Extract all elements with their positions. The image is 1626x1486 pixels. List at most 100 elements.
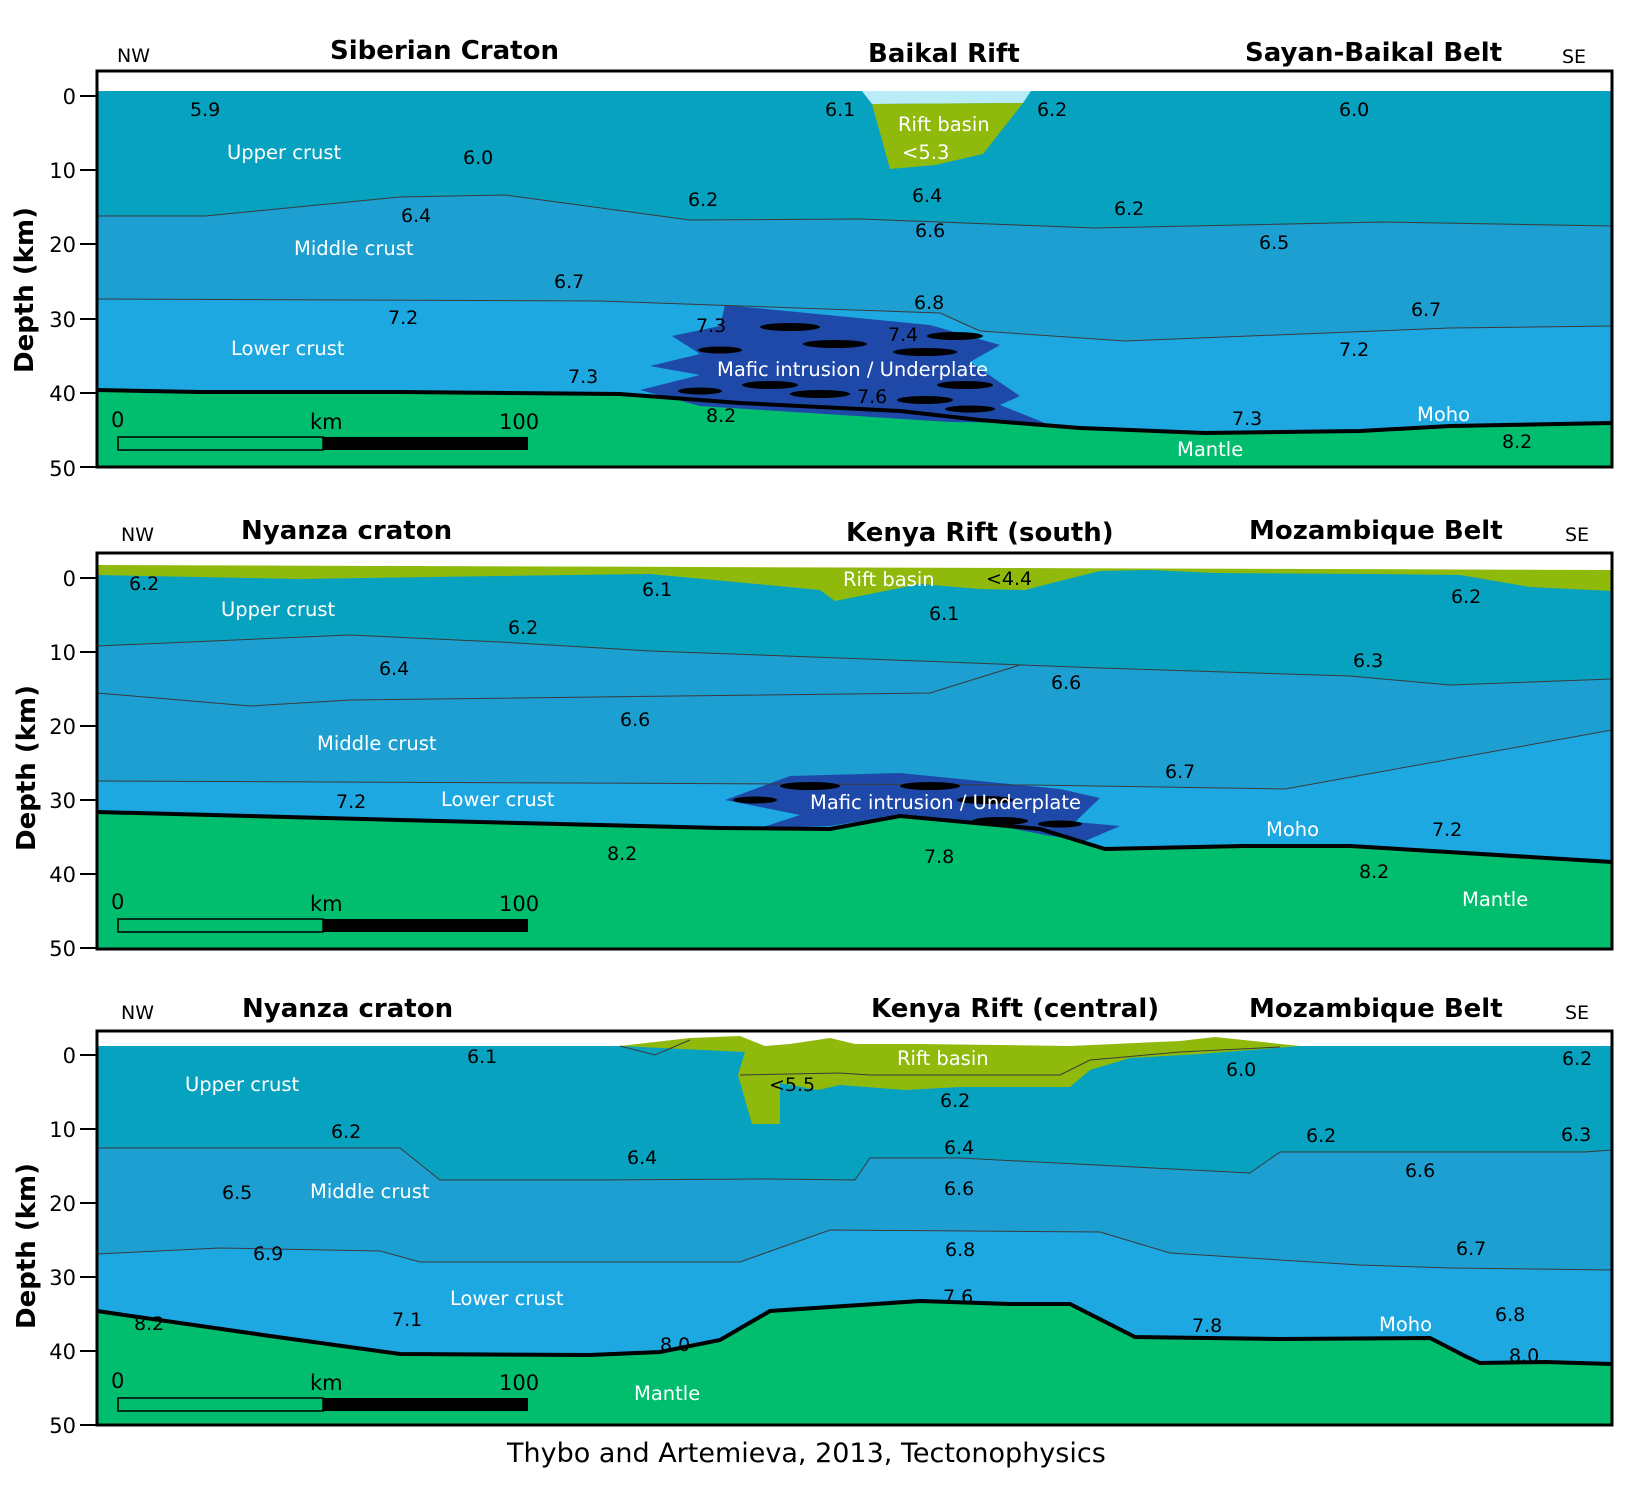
svg-text:6.7: 6.7 bbox=[1411, 299, 1441, 321]
label-basin-velocity: <5.3 bbox=[902, 141, 949, 164]
label-upper-crust: Upper crust bbox=[221, 598, 335, 621]
svg-text:30: 30 bbox=[49, 1266, 76, 1290]
y-axis-label: Depth (km) bbox=[10, 207, 40, 373]
middle-crust-layer bbox=[97, 195, 1612, 341]
svg-text:30: 30 bbox=[49, 308, 76, 332]
svg-text:7.3: 7.3 bbox=[568, 366, 598, 388]
label-rift-basin: Rift basin bbox=[897, 1047, 989, 1070]
svg-text:8.0: 8.0 bbox=[660, 1334, 690, 1356]
velocity-labels: 5.9 6.0 6.1 6.2 6.0 6.4 6.2 6.4 6.2 6.6 … bbox=[190, 99, 1532, 453]
svg-text:7.6: 7.6 bbox=[857, 386, 887, 408]
panel-title-center: Kenya Rift (south) bbox=[846, 518, 1114, 548]
panel-title-right: Mozambique Belt bbox=[1249, 994, 1503, 1024]
svg-text:6.8: 6.8 bbox=[945, 1239, 975, 1261]
label-basin-velocity: <4.4 bbox=[986, 568, 1032, 590]
svg-text:6.1: 6.1 bbox=[467, 1046, 497, 1068]
svg-text:50: 50 bbox=[49, 937, 76, 961]
svg-text:7.2: 7.2 bbox=[336, 791, 366, 813]
svg-text:6.6: 6.6 bbox=[1051, 672, 1081, 694]
svg-text:6.9: 6.9 bbox=[253, 1243, 283, 1265]
label-upper-crust: Upper crust bbox=[185, 1073, 299, 1096]
svg-text:30: 30 bbox=[49, 789, 76, 813]
panel-kenya-central: NW Nyanza craton Kenya Rift (central) Mo… bbox=[12, 994, 1614, 1438]
svg-text:5.9: 5.9 bbox=[190, 99, 220, 121]
svg-text:7.4: 7.4 bbox=[888, 324, 918, 346]
panel-title-left: Siberian Craton bbox=[330, 36, 559, 66]
moho-line bbox=[96, 388, 1613, 436]
y-axis-label: Depth (km) bbox=[12, 1163, 42, 1329]
svg-text:6.2: 6.2 bbox=[688, 189, 718, 211]
svg-text:6.1: 6.1 bbox=[642, 579, 672, 601]
svg-text:6.2: 6.2 bbox=[1562, 1048, 1592, 1070]
scale-bar-unit: km bbox=[310, 410, 343, 434]
svg-text:7.8: 7.8 bbox=[924, 846, 954, 868]
mafic-intrusion-fill bbox=[725, 773, 1120, 841]
se-label: SE bbox=[1565, 524, 1589, 546]
panel-title-left: Nyanza craton bbox=[242, 994, 453, 1024]
svg-text:6.6: 6.6 bbox=[620, 709, 650, 731]
label-mantle: Mantle bbox=[1462, 888, 1528, 911]
upper-crust-layer bbox=[97, 91, 1612, 228]
citation: Thybo and Artemieva, 2013, Tectonophysic… bbox=[506, 1438, 1106, 1469]
svg-text:20: 20 bbox=[49, 1192, 76, 1216]
svg-text:20: 20 bbox=[49, 233, 76, 257]
depth-ticks: 0 10 20 30 40 50 bbox=[49, 85, 97, 481]
svg-text:6.6: 6.6 bbox=[1405, 1160, 1435, 1182]
svg-text:6.8: 6.8 bbox=[1495, 1304, 1525, 1326]
moho-line bbox=[96, 1298, 1613, 1366]
svg-text:6.3: 6.3 bbox=[1561, 1124, 1591, 1146]
panel-baikal: NW Siberian Craton Baikal Rift Sayan-Bai… bbox=[10, 36, 1614, 481]
svg-text:6.6: 6.6 bbox=[944, 1178, 974, 1200]
svg-text:6.8: 6.8 bbox=[914, 292, 944, 314]
mantle-layer bbox=[97, 812, 1612, 949]
panel-title-left: Nyanza craton bbox=[241, 516, 452, 546]
y-axis-label: Depth (km) bbox=[12, 685, 42, 851]
svg-text:7.3: 7.3 bbox=[696, 315, 726, 337]
svg-text:8.2: 8.2 bbox=[607, 843, 637, 865]
svg-text:10: 10 bbox=[49, 159, 76, 183]
svg-text:0: 0 bbox=[63, 567, 76, 591]
svg-text:6.2: 6.2 bbox=[1306, 1125, 1336, 1147]
svg-text:6.3: 6.3 bbox=[1353, 650, 1383, 672]
svg-text:6.7: 6.7 bbox=[554, 271, 584, 293]
label-moho: Moho bbox=[1379, 1313, 1432, 1336]
svg-text:6.5: 6.5 bbox=[1259, 232, 1289, 254]
velocity-labels: 6.2 6.1 6.2 6.2 6.1 6.4 6.3 6.6 6.6 6.7 … bbox=[129, 573, 1481, 883]
mantle-layer bbox=[97, 1301, 1612, 1425]
label-moho: Moho bbox=[1266, 818, 1319, 841]
panel-title-center: Kenya Rift (central) bbox=[871, 994, 1159, 1024]
svg-text:6.2: 6.2 bbox=[1114, 198, 1144, 220]
scale-bar-end: 100 bbox=[499, 410, 539, 434]
svg-text:7.2: 7.2 bbox=[1432, 819, 1462, 841]
label-lower-crust: Lower crust bbox=[231, 337, 345, 360]
svg-text:6.4: 6.4 bbox=[627, 1147, 657, 1169]
svg-text:6.0: 6.0 bbox=[1339, 99, 1369, 121]
nw-label: NW bbox=[117, 45, 150, 67]
label-middle-crust: Middle crust bbox=[310, 1180, 430, 1203]
svg-text:6.5: 6.5 bbox=[222, 1182, 252, 1204]
lower-crust-layer bbox=[97, 1230, 1612, 1364]
panel-frame bbox=[95, 551, 1614, 951]
rift-basin-fill bbox=[97, 565, 1612, 601]
svg-text:50: 50 bbox=[49, 457, 76, 481]
svg-text:6.2: 6.2 bbox=[940, 1090, 970, 1112]
scale-bar-unit: km bbox=[310, 1371, 343, 1395]
moho-line bbox=[96, 810, 1613, 864]
svg-text:6.1: 6.1 bbox=[929, 603, 959, 625]
svg-text:7.8: 7.8 bbox=[1192, 1315, 1222, 1337]
svg-text:40: 40 bbox=[49, 382, 76, 406]
svg-text:6.2: 6.2 bbox=[1037, 99, 1067, 121]
svg-text:0: 0 bbox=[63, 1044, 76, 1068]
svg-text:6.2: 6.2 bbox=[508, 617, 538, 639]
svg-text:6.2: 6.2 bbox=[331, 1121, 361, 1143]
svg-text:0: 0 bbox=[63, 85, 76, 109]
panel-frame bbox=[95, 69, 1614, 469]
svg-text:6.4: 6.4 bbox=[401, 205, 431, 227]
svg-text:7.1: 7.1 bbox=[392, 1309, 422, 1331]
panel-kenya-south: NW Nyanza craton Kenya Rift (south) Moza… bbox=[12, 516, 1614, 961]
label-mafic-intrusion: Mafic intrusion / Underplate bbox=[717, 358, 988, 381]
scale-bar-end: 100 bbox=[499, 1371, 539, 1395]
label-lower-crust: Lower crust bbox=[450, 1287, 564, 1310]
label-mafic-intrusion: Mafic intrusion / Underplate bbox=[810, 791, 1081, 814]
